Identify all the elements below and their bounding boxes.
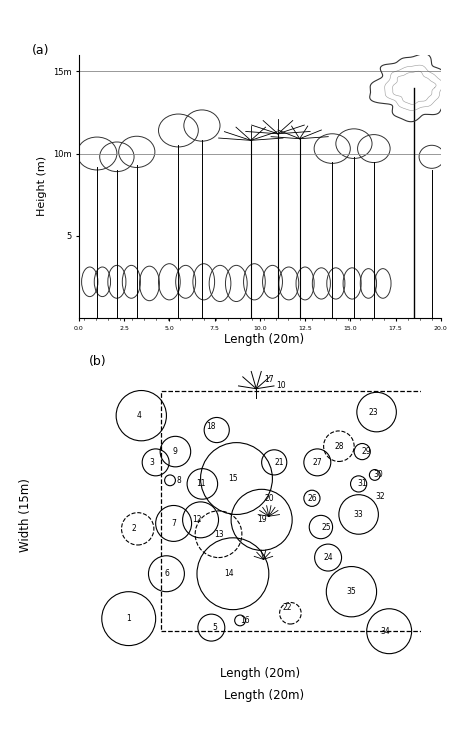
Text: 10: 10 xyxy=(276,381,286,390)
Text: Length (20m): Length (20m) xyxy=(224,689,304,702)
Text: 32: 32 xyxy=(375,492,384,501)
Text: 17: 17 xyxy=(263,375,273,385)
Text: 24: 24 xyxy=(323,553,332,562)
Text: Length (20m): Length (20m) xyxy=(219,667,299,680)
Text: 4: 4 xyxy=(137,411,142,420)
Text: 2: 2 xyxy=(131,524,136,534)
Text: 21: 21 xyxy=(274,458,284,467)
Text: 34: 34 xyxy=(380,626,389,636)
Text: 31: 31 xyxy=(357,480,366,488)
Text: Width (15m): Width (15m) xyxy=(19,478,32,553)
Text: 25: 25 xyxy=(321,523,331,531)
Text: 8: 8 xyxy=(176,476,181,485)
Text: 18: 18 xyxy=(206,422,216,431)
Text: 16: 16 xyxy=(240,616,250,625)
Text: (a): (a) xyxy=(32,45,49,57)
Text: 12: 12 xyxy=(192,515,201,524)
Text: 29: 29 xyxy=(360,447,370,456)
Y-axis label: Height (m): Height (m) xyxy=(37,156,47,216)
Bar xyxy=(161,390,463,631)
Text: 19: 19 xyxy=(256,515,266,524)
Text: 7: 7 xyxy=(171,519,175,528)
Text: 11: 11 xyxy=(195,480,205,488)
Text: 3: 3 xyxy=(149,458,154,467)
Text: 9: 9 xyxy=(173,447,177,456)
Text: Length (20m): Length (20m) xyxy=(224,333,304,346)
Text: 30: 30 xyxy=(373,471,382,480)
Text: 35: 35 xyxy=(346,587,356,596)
Text: 15: 15 xyxy=(228,474,237,483)
Text: 6: 6 xyxy=(163,569,169,578)
Text: 27: 27 xyxy=(312,458,321,467)
Text: 1: 1 xyxy=(126,614,131,623)
Text: 5: 5 xyxy=(212,623,217,632)
Text: 28: 28 xyxy=(333,442,343,451)
Text: 13: 13 xyxy=(213,530,223,539)
Text: 14: 14 xyxy=(224,569,234,578)
Text: 33: 33 xyxy=(353,510,363,519)
Text: 20: 20 xyxy=(263,494,273,503)
Text: (b): (b) xyxy=(89,355,106,368)
Text: 23: 23 xyxy=(368,408,377,417)
Text: 26: 26 xyxy=(307,494,316,503)
Text: 22: 22 xyxy=(282,603,291,613)
